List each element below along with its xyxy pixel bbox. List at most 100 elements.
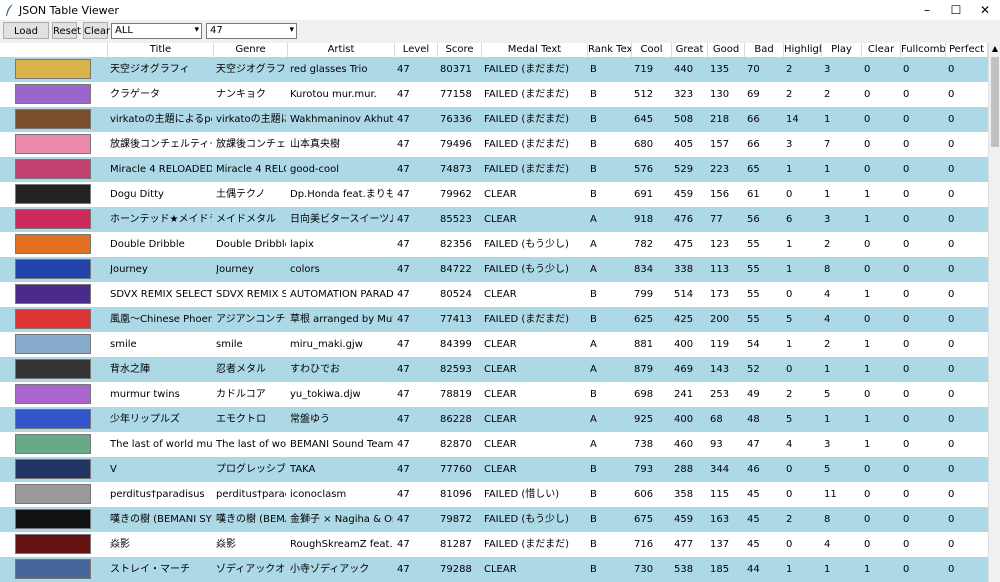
column-header-rank-text[interactable]: Rank Text xyxy=(588,43,632,57)
load-json-button[interactable]: Load JSON xyxy=(3,22,49,54)
cell-genre: Miracle 4 RELOADED xyxy=(216,164,286,175)
column-header-cool[interactable]: Cool xyxy=(632,43,672,57)
cell-play: 3 xyxy=(824,439,831,450)
reset-button[interactable]: Reset xyxy=(52,22,81,39)
clear-button[interactable]: Clear xyxy=(83,22,110,39)
cell-genre: 天空ジオグラフィ xyxy=(216,64,286,75)
cell-highlight: 0 xyxy=(786,464,793,475)
minimize-button[interactable]: – xyxy=(924,3,930,17)
table-row[interactable]: クラゲータ ナンキョク Kurotou mur.mur. 47 77158 FAILED … xyxy=(0,82,988,107)
cell-bad: 45 xyxy=(747,489,760,500)
column-header-perfect[interactable]: Perfect xyxy=(946,43,988,57)
filter-select-1-value: ALL xyxy=(115,25,133,36)
column-header-fullcombo[interactable]: Fullcombo xyxy=(901,43,946,57)
column-header-medal-text[interactable]: Medal Text xyxy=(482,43,588,57)
cell-bad: 44 xyxy=(747,564,760,575)
scroll-up-icon[interactable]: ▲ xyxy=(991,44,999,53)
table-row[interactable]: Journey Journey colors 47 84722 FAILED (もう少し)… xyxy=(0,257,988,282)
table-row[interactable]: V プログレッシブ TAKA 47 77760 CLEAR B 793 288 344 46 0 5 0 0… xyxy=(0,457,988,482)
table-row[interactable]: 少年リップルズ エモクトロ 常盤ゆう 47 86228 CLEAR A 925 400 68 48 5… xyxy=(0,407,988,432)
cell-genre: ゾディアックオラクル1 xyxy=(216,564,286,575)
column-header-title[interactable]: Title xyxy=(108,43,214,57)
cell-good: 185 xyxy=(710,564,730,575)
cell-bad: 46 xyxy=(747,464,760,475)
scrollbar-thumb[interactable] xyxy=(991,57,999,147)
table-row[interactable]: ストレイ・マーチ ゾディアックオラクル1 小寺ゾディアック 47 79288 CLEAR B… xyxy=(0,557,988,582)
table-row[interactable]: 放課後コンチェルティーノ〜私だけの放課後コンチェルティーノ山本真央樹 47 7949… xyxy=(0,132,988,157)
cell-title: Miracle 4 RELOADED xyxy=(110,164,212,175)
column-header-good[interactable]: Good xyxy=(708,43,745,57)
cell-great: 405 xyxy=(674,139,694,150)
table-row[interactable]: murmur twins カドルコア yu_tokiwa.djw 47 78819 CLE… xyxy=(0,382,988,407)
cell-play: 4 xyxy=(824,314,831,325)
cell-genre: カドルコア xyxy=(216,389,266,400)
column-header-level[interactable]: Level xyxy=(395,43,438,57)
cell-play: 2 xyxy=(824,239,831,250)
cell-level: 47 xyxy=(397,389,410,400)
table-row[interactable]: smile smile miru_maki.gjw 47 84399 CLEAR A 881 4… xyxy=(0,332,988,357)
cell-play: 1 xyxy=(824,164,831,175)
cell-medal-text: FAILED (まだまだ) xyxy=(484,64,569,75)
cell-genre: メイドメタル xyxy=(216,214,276,225)
cell-fullcombo: 0 xyxy=(903,164,910,175)
cell-genre: perditus†paradisus xyxy=(216,489,286,500)
column-header-clear[interactable]: Clear xyxy=(862,43,901,57)
table-row[interactable]: 背水之陣 忍者メタル すわひでお 47 82593 CLEAR A 879 469 143 52 0 1… xyxy=(0,357,988,382)
table-row[interactable]: virkatoの主題によるperson09風ラ virkatoの主題によるper W… xyxy=(0,107,988,132)
maximize-button[interactable]: ☐ xyxy=(950,3,962,17)
cell-genre: プログレッシブ xyxy=(216,464,286,475)
column-header-play[interactable]: Play xyxy=(822,43,862,57)
column-header-thumb[interactable] xyxy=(0,43,108,57)
cell-medal-text: CLEAR xyxy=(484,189,517,200)
cell-score: 81096 xyxy=(440,489,472,500)
cell-cool: 730 xyxy=(634,564,654,575)
table-row[interactable]: 嘆きの樹 (BEMANI SYMPHONY 嘆きの樹 (BEMANI SYI 金獅子… xyxy=(0,507,988,532)
table-row[interactable]: SDVX REMIX SELECTION for po SDVX REMIX SE… xyxy=(0,282,988,307)
table-row[interactable]: Dogu Ditty 土偶テクノ Dp.Honda feat.まりも 47 79962 C… xyxy=(0,182,988,207)
filter-select-1[interactable]: ALL ▾ xyxy=(111,23,202,39)
cell-medal-text: FAILED (まだまだ) xyxy=(484,164,569,175)
cell-perfect: 0 xyxy=(948,189,955,200)
table-row[interactable]: perditus†paradisus perditus†paradisus icon… xyxy=(0,482,988,507)
close-button[interactable]: ✕ xyxy=(979,3,991,17)
cell-great: 338 xyxy=(674,264,694,275)
cell-fullcombo: 0 xyxy=(903,264,910,275)
column-header-highlight[interactable]: Highlight xyxy=(784,43,822,57)
cell-perfect: 0 xyxy=(948,289,955,300)
table-row[interactable]: 天空ジオグラフィ 天空ジオグラフィ red glasses Trio 47 80371 F… xyxy=(0,57,988,82)
cell-title: Double Dribble xyxy=(110,239,185,250)
cell-great: 400 xyxy=(674,414,694,425)
cell-bad: 45 xyxy=(747,539,760,550)
table-row[interactable]: ホーンテッド★メイドランチメイドメタル 日向美ビタースイーツ♪ 47 85523 CLE… xyxy=(0,207,988,232)
cell-rank-text: A xyxy=(590,239,597,250)
table-row[interactable]: Miracle 4 RELOADED Miracle 4 RELOADED good… xyxy=(0,157,988,182)
table-row[interactable]: Double Dribble Double Dribble lapix 47 82356… xyxy=(0,232,988,257)
cell-bad: 54 xyxy=(747,339,760,350)
filter-select-2[interactable]: 47 ▾ xyxy=(206,23,297,39)
column-header-bad[interactable]: Bad xyxy=(745,43,784,57)
table-row[interactable]: 焱影 焱影 RoughSkreamZ feat.楽天寺 47 81287 FAILED (… xyxy=(0,532,988,557)
vertical-scrollbar[interactable]: ▲ xyxy=(988,43,1000,582)
column-header-great[interactable]: Great xyxy=(672,43,708,57)
cell-perfect: 0 xyxy=(948,539,955,550)
cell-medal-text: CLEAR xyxy=(484,389,517,400)
cell-perfect: 0 xyxy=(948,214,955,225)
cell-play: 7 xyxy=(824,139,831,150)
cell-title: ホーンテッド★メイドランチ xyxy=(110,214,212,225)
column-header-genre[interactable]: Genre xyxy=(214,43,288,57)
table-row[interactable]: The last of world music The last of world… xyxy=(0,432,988,457)
cell-perfect: 0 xyxy=(948,264,955,275)
cell-level: 47 xyxy=(397,289,410,300)
column-header-score[interactable]: Score xyxy=(438,43,482,57)
cell-great: 469 xyxy=(674,364,694,375)
cell-highlight: 2 xyxy=(786,514,793,525)
table-row[interactable]: 風凰〜Chinese Phoenix Mix〜アジアンコンチェルトREM 草根 a… xyxy=(0,307,988,332)
cell-artist: AUTOMATION PARADISE xyxy=(290,289,393,300)
cell-title: 背水之陣 xyxy=(110,364,150,375)
column-header-artist[interactable]: Artist xyxy=(288,43,395,57)
cell-fullcombo: 0 xyxy=(903,339,910,350)
cell-medal-text: CLEAR xyxy=(484,289,517,300)
cell-fullcombo: 0 xyxy=(903,314,910,325)
jacket-thumbnail xyxy=(15,209,91,229)
cell-rank-text: A xyxy=(590,264,597,275)
